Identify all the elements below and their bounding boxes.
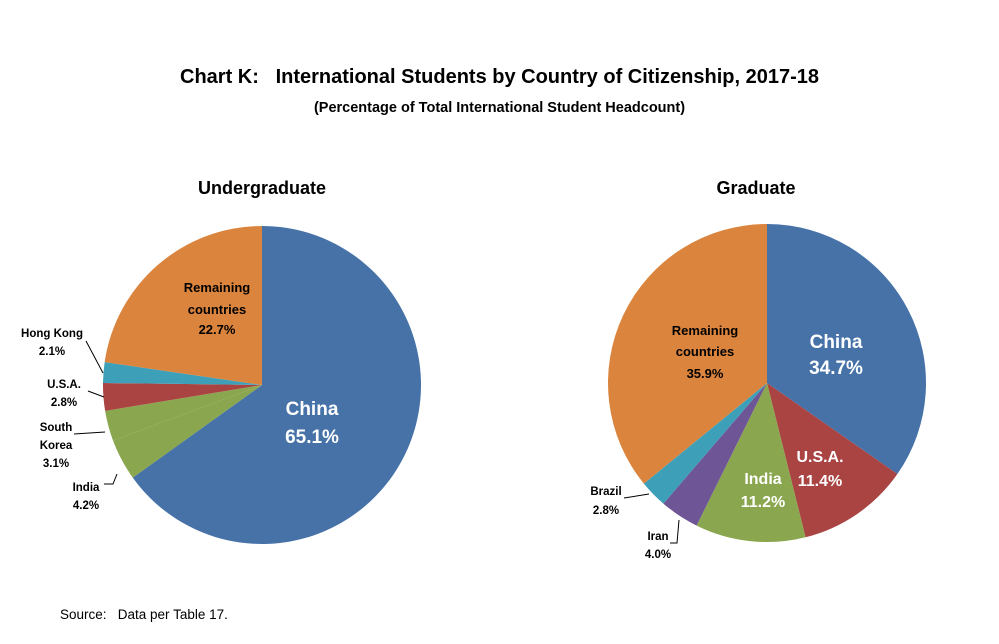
slice-undergraduate-u-s-a bbox=[102, 383, 263, 411]
leader-line-graduate-brazil bbox=[623, 493, 650, 499]
slice-percent-undergraduate-india: 4.2% bbox=[73, 500, 99, 512]
slice-percent-undergraduate-south-korea: 3.1% bbox=[43, 458, 69, 470]
slice-undergraduate-south-korea bbox=[105, 385, 263, 441]
slice-name-graduate-u-s-a: U.S.A. bbox=[796, 449, 843, 466]
slice-percent-graduate-remaining-countries: 35.9% bbox=[687, 366, 724, 381]
slice-graduate-brazil bbox=[643, 383, 767, 504]
slice-name-graduate-remaining-countries: Remaining bbox=[672, 323, 739, 338]
slice-name-undergraduate-u-s-a: U.S.A. bbox=[47, 379, 81, 391]
slice-label-graduate-china: China 34.7% bbox=[809, 332, 863, 379]
slice-undergraduate-remaining-countries bbox=[104, 226, 262, 385]
slice-label-undergraduate-u-s-a: U.S.A. 2.8% bbox=[47, 379, 81, 409]
slice-graduate-china bbox=[767, 224, 926, 475]
leader-line-undergraduate-u-s-a bbox=[87, 390, 105, 398]
slice-graduate-iran bbox=[663, 383, 767, 526]
pie-title-undergraduate: Undergraduate bbox=[198, 178, 326, 198]
slice-label-graduate-u-s-a: U.S.A. 11.4% bbox=[796, 449, 843, 490]
slice-name-undergraduate-china: China bbox=[286, 399, 339, 420]
source-note: Source: Data per Table 17. bbox=[60, 607, 228, 622]
slice-label-graduate-iran: Iran 4.0% bbox=[645, 531, 671, 561]
slice-percent-graduate-china: 34.7% bbox=[809, 358, 863, 379]
slice-label-undergraduate-china: China 65.1% bbox=[285, 399, 339, 448]
slice-label-graduate-remaining-countries: Remaining countries 35.9% bbox=[672, 323, 739, 381]
slice-name-undergraduate-remaining-countries: Remaining bbox=[184, 280, 251, 295]
slice-label-undergraduate-remaining-countries: Remaining countries 22.7% bbox=[184, 280, 251, 337]
slice-percent-graduate-u-s-a: 11.4% bbox=[798, 473, 842, 490]
slice-name-undergraduate-remaining-countries: countries bbox=[188, 302, 247, 317]
chart-title: Chart K: International Students by Count… bbox=[180, 66, 819, 88]
slice-undergraduate-india bbox=[113, 385, 262, 478]
slice-name-undergraduate-south-korea: Korea bbox=[40, 440, 73, 452]
slice-graduate-india bbox=[696, 383, 806, 543]
slice-name-undergraduate-hong-kong: Hong Kong bbox=[21, 328, 83, 340]
slice-label-undergraduate-south-korea: South Korea 3.1% bbox=[40, 422, 73, 470]
slice-percent-undergraduate-hong-kong: 2.1% bbox=[39, 346, 65, 358]
slice-label-undergraduate-hong-kong: Hong Kong 2.1% bbox=[21, 328, 83, 358]
slice-graduate-remaining-countries bbox=[607, 224, 767, 484]
slice-name-graduate-india: India bbox=[744, 471, 781, 488]
leader-line-undergraduate-hong-kong bbox=[85, 340, 104, 374]
slice-percent-undergraduate-remaining-countries: 22.7% bbox=[199, 322, 236, 337]
slice-name-undergraduate-south-korea: South bbox=[40, 422, 73, 434]
slice-name-graduate-remaining-countries: countries bbox=[676, 344, 735, 359]
pie-undergraduate: Undergraduate China 65.1% India 4.2% South Kor… bbox=[21, 178, 421, 544]
slice-percent-graduate-india: 11.2% bbox=[741, 494, 785, 511]
leader-line-undergraduate-india bbox=[104, 473, 118, 485]
slice-percent-graduate-brazil: 2.8% bbox=[593, 505, 619, 517]
slice-label-graduate-india: India 11.2% bbox=[741, 471, 785, 511]
slice-percent-graduate-iran: 4.0% bbox=[645, 549, 671, 561]
leader-line-graduate-iran bbox=[670, 519, 680, 544]
slice-graduate-u-s-a bbox=[767, 383, 898, 538]
leader-line-undergraduate-south-korea bbox=[73, 431, 106, 435]
slice-label-undergraduate-india: India 4.2% bbox=[73, 482, 100, 512]
slice-undergraduate-hong-kong bbox=[103, 362, 262, 385]
slice-name-graduate-china: China bbox=[810, 332, 863, 353]
slice-name-graduate-brazil: Brazil bbox=[590, 486, 621, 498]
slice-undergraduate-china bbox=[132, 226, 421, 544]
chart-subtitle: (Percentage of Total International Stude… bbox=[313, 100, 686, 116]
slice-name-undergraduate-india: India bbox=[73, 482, 100, 494]
pie-title-graduate: Graduate bbox=[716, 178, 795, 198]
slice-label-graduate-brazil: Brazil 2.8% bbox=[590, 486, 621, 517]
slice-percent-undergraduate-u-s-a: 2.8% bbox=[51, 397, 77, 409]
slice-name-graduate-iran: Iran bbox=[647, 531, 668, 543]
slice-percent-undergraduate-china: 65.1% bbox=[285, 427, 339, 448]
